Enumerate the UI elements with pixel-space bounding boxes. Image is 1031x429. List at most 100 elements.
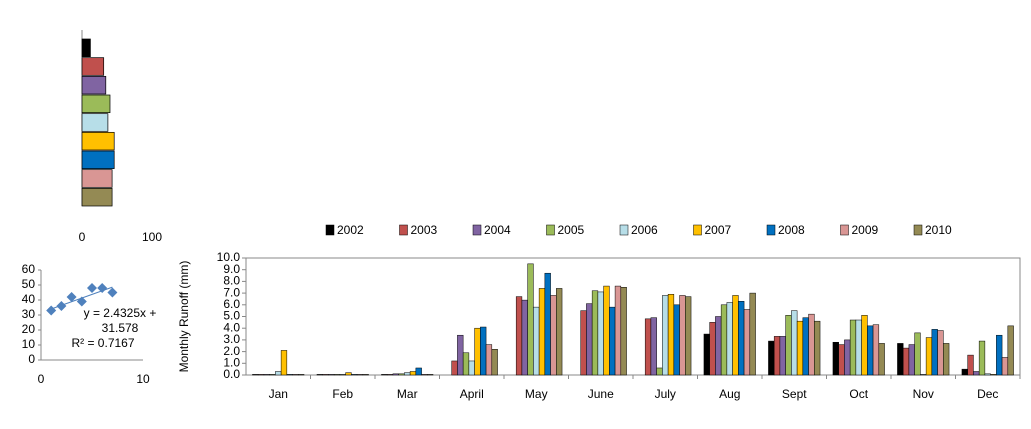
bar: [381, 374, 388, 376]
bar: [662, 295, 669, 376]
bar: [351, 374, 358, 376]
y-tick-label: 0.0: [223, 367, 240, 381]
bar: [925, 337, 933, 376]
bar: [603, 285, 610, 376]
bar: [902, 347, 910, 376]
bar: [878, 343, 885, 376]
bar: [908, 344, 915, 376]
bar: [814, 320, 821, 376]
bar: [81, 113, 109, 132]
bar: [667, 294, 675, 376]
bar: [333, 374, 341, 376]
bar: [990, 374, 997, 376]
y-tick-label: 7.0: [223, 285, 240, 299]
x-tick-label: Sept: [782, 387, 807, 401]
bar: [785, 315, 792, 376]
bar: [392, 373, 399, 376]
x-tick-label: 0: [79, 230, 86, 244]
bar: [356, 374, 364, 376]
x-tick-label: Dec: [977, 387, 998, 401]
y-tick-label: 40: [22, 292, 36, 306]
bar: [861, 315, 868, 376]
bar: [591, 290, 599, 376]
y-tick-label: 9.0: [223, 262, 240, 276]
y-tick-label: 4.0: [223, 320, 240, 334]
bar: [257, 374, 265, 376]
x-tick-label: Aug: [719, 387, 740, 401]
legend-label: 2003: [411, 223, 438, 237]
bar: [656, 367, 663, 376]
point: [97, 283, 108, 293]
bar: [292, 374, 299, 376]
y-tick-label: 20: [22, 322, 36, 336]
bar: [533, 306, 540, 376]
bar: [614, 285, 622, 376]
bar: [550, 295, 557, 376]
y-tick-label: 0: [28, 352, 35, 366]
bar: [409, 371, 417, 376]
bar: [491, 349, 498, 376]
y-tick-label: 6.0: [223, 297, 240, 311]
point: [87, 283, 97, 293]
bar: [386, 374, 394, 376]
bar: [362, 374, 369, 376]
bar: [732, 295, 739, 376]
annotation: 31.578: [102, 321, 139, 335]
legend-swatch: [766, 224, 776, 236]
bar: [298, 374, 305, 376]
bar: [685, 296, 692, 376]
bar: [779, 336, 786, 376]
legend-label: 2002: [337, 223, 364, 237]
bar: [81, 169, 113, 188]
bar: [480, 326, 487, 376]
bar: [427, 374, 434, 376]
bar: [920, 374, 927, 376]
point: [46, 305, 57, 316]
x-tick-label: Mar: [397, 387, 418, 401]
bar: [81, 57, 105, 76]
point: [66, 292, 77, 302]
bar: [580, 310, 587, 376]
bar: [872, 324, 880, 376]
x-tick-label: Feb: [332, 387, 353, 401]
bar: [263, 374, 270, 376]
legend-label: 2005: [558, 223, 585, 237]
x-tick-label: Nov: [913, 387, 934, 401]
bar: [468, 360, 475, 376]
bar: [749, 292, 756, 376]
bar: [415, 367, 422, 376]
bar: [773, 336, 781, 376]
bar: [597, 291, 604, 376]
legend-swatch: [913, 224, 923, 236]
bar: [556, 288, 563, 376]
x-tick-label: 10: [136, 372, 150, 386]
x-tick-label: June: [588, 387, 614, 401]
y-tick-label: 2.0: [223, 344, 240, 358]
x-tick-label: Jan: [269, 387, 288, 401]
bar: [897, 343, 904, 376]
legend-label: 2006: [631, 223, 658, 237]
bar: [973, 371, 980, 376]
legend-swatch: [325, 224, 335, 236]
bar: [943, 343, 950, 376]
bar: [451, 360, 458, 376]
bar: [844, 339, 851, 376]
legend-label: 2010: [925, 223, 952, 237]
point: [56, 301, 67, 311]
legend-swatch: [472, 224, 482, 236]
bar: [914, 332, 921, 376]
legend-label: 2007: [705, 223, 732, 237]
bar: [984, 373, 991, 376]
bar: [703, 333, 710, 376]
bar: [515, 296, 523, 376]
bar: [967, 354, 974, 376]
bar: [802, 317, 809, 376]
bar: [286, 374, 293, 376]
bar: [1001, 357, 1009, 376]
y-tick-label: 30: [22, 307, 36, 321]
bar: [849, 319, 857, 376]
bar: [538, 288, 546, 376]
bar: [978, 340, 986, 376]
bar: [345, 372, 352, 376]
